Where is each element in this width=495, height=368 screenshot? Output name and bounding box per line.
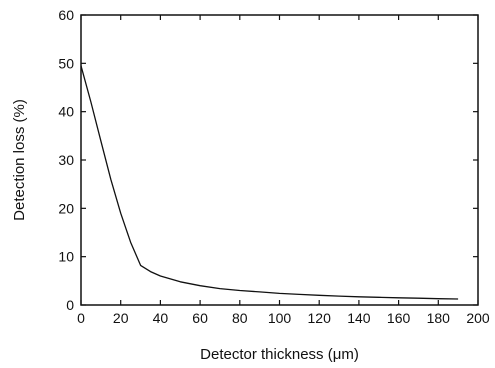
y-tick-label: 10 [58,249,74,265]
y-tick-label: 30 [58,152,74,168]
x-tick-label: 180 [427,310,451,326]
series-layer [80,65,459,300]
x-axis-title: Detector thickness (μm) [200,346,359,363]
y-axis-ticks: 0 10 20 30 40 50 60 [58,7,478,313]
x-tick-label: 200 [466,310,490,326]
x-tick-label: 100 [268,310,292,326]
x-tick-label: 0 [77,310,85,326]
y-tick-label: 50 [58,55,74,71]
x-tick-label: 120 [308,310,332,326]
y-tick-label: 0 [66,297,74,313]
x-tick-label: 80 [232,310,248,326]
y-tick-label: 60 [58,7,74,23]
x-tick-label: 160 [387,310,411,326]
x-tick-label: 140 [347,310,371,326]
series-line [80,65,459,300]
x-tick-label: 60 [192,310,208,326]
x-tick-label: 20 [113,310,129,326]
y-tick-label: 20 [58,200,74,216]
plot-frame [80,14,479,306]
y-axis-title: Detection loss (%) [11,99,28,221]
x-tick-label: 40 [153,310,169,326]
plot-border [80,14,479,306]
x-axis-ticks: 0 20 40 60 80 100 120 140 160 180 200 [77,15,490,326]
y-tick-label: 40 [58,104,74,120]
